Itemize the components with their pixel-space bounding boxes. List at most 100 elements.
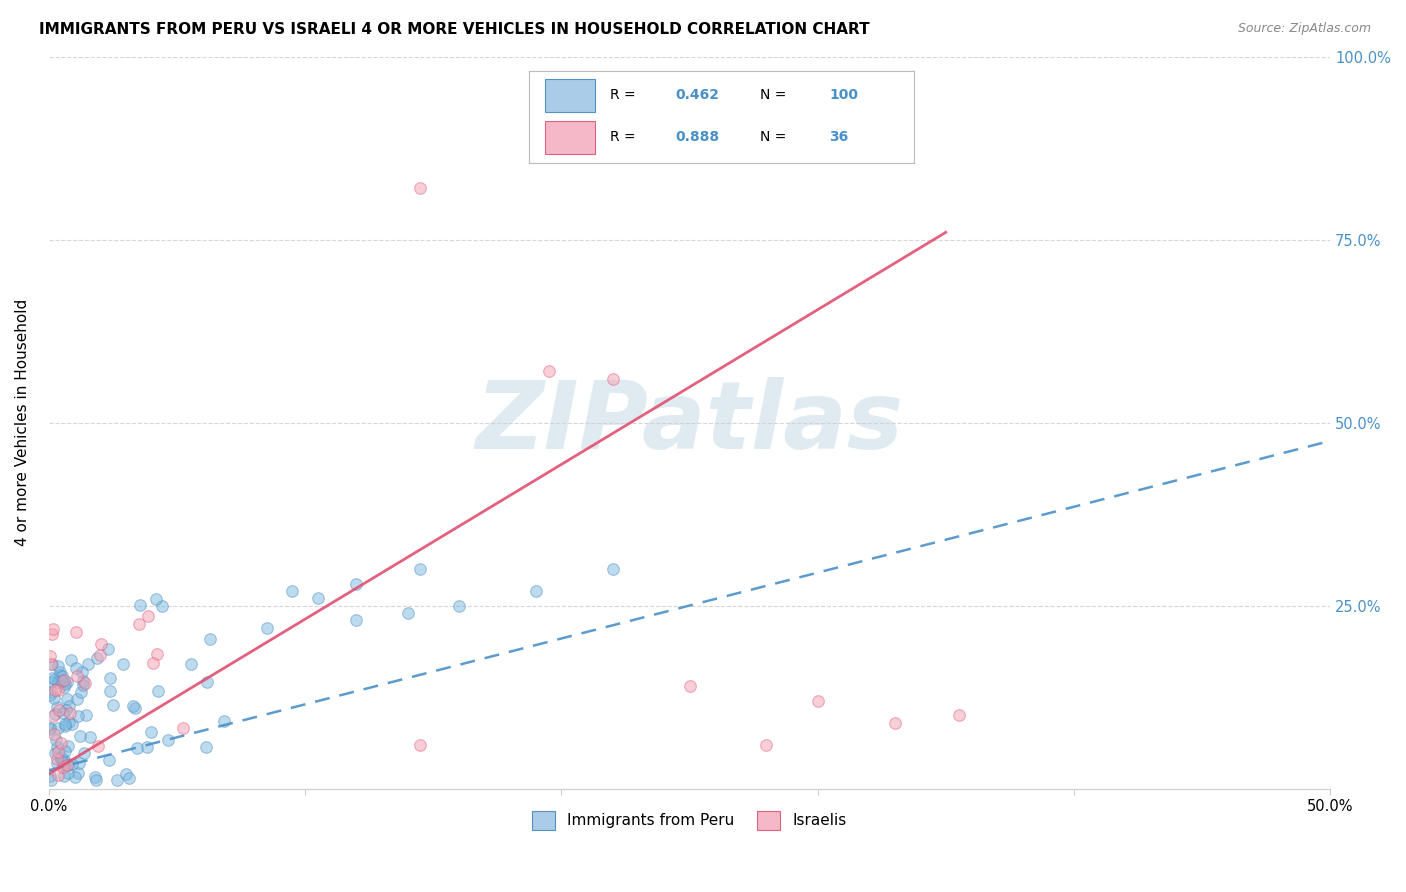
Point bbox=[396, 606, 419, 620]
Text: Source: ZipAtlas.com: Source: ZipAtlas.com bbox=[1237, 22, 1371, 36]
Point bbox=[42, 691, 65, 706]
Text: IMMIGRANTS FROM PERU VS ISRAELI 4 OR MORE VEHICLES IN HOUSEHOLD CORRELATION CHAR: IMMIGRANTS FROM PERU VS ISRAELI 4 OR MOR… bbox=[39, 22, 870, 37]
Point bbox=[45, 733, 67, 747]
Point bbox=[51, 669, 73, 683]
Point bbox=[58, 698, 80, 713]
Point bbox=[67, 756, 90, 770]
Point bbox=[124, 700, 146, 714]
Point bbox=[53, 680, 76, 694]
Y-axis label: 4 or more Vehicles in Household: 4 or more Vehicles in Household bbox=[15, 299, 30, 546]
Point bbox=[90, 636, 112, 650]
Point bbox=[145, 591, 167, 606]
Point bbox=[39, 685, 62, 699]
Point bbox=[114, 767, 136, 781]
Point bbox=[307, 591, 329, 606]
Point bbox=[49, 753, 72, 767]
Point bbox=[117, 772, 139, 786]
Point bbox=[101, 698, 124, 713]
Point bbox=[44, 747, 66, 761]
Point bbox=[53, 744, 76, 758]
Point bbox=[42, 622, 65, 636]
Point bbox=[46, 745, 69, 759]
Point bbox=[136, 609, 159, 624]
Point bbox=[44, 672, 66, 686]
Point bbox=[49, 673, 72, 687]
Point bbox=[59, 653, 82, 667]
Point bbox=[46, 683, 69, 698]
Point bbox=[69, 729, 91, 743]
Point bbox=[409, 181, 432, 195]
Point bbox=[198, 632, 221, 646]
Point bbox=[883, 715, 905, 730]
Point bbox=[39, 721, 62, 735]
Point bbox=[256, 620, 278, 634]
Point bbox=[75, 708, 97, 723]
Point bbox=[755, 738, 778, 752]
Point bbox=[66, 692, 89, 706]
Point bbox=[55, 692, 77, 706]
Point bbox=[195, 674, 218, 689]
Point bbox=[344, 613, 367, 627]
Point bbox=[70, 684, 93, 698]
Legend: Immigrants from Peru, Israelis: Immigrants from Peru, Israelis bbox=[526, 805, 853, 836]
Point bbox=[66, 765, 89, 780]
Point bbox=[524, 583, 547, 598]
Point bbox=[44, 682, 66, 697]
Point bbox=[51, 673, 73, 688]
Point bbox=[46, 721, 69, 735]
Point bbox=[156, 733, 179, 747]
Point bbox=[53, 757, 76, 772]
Point bbox=[602, 372, 624, 386]
Point bbox=[70, 665, 93, 680]
Point bbox=[44, 706, 66, 721]
Point bbox=[89, 648, 111, 663]
Point bbox=[42, 709, 65, 723]
Point bbox=[195, 739, 218, 754]
Point bbox=[56, 739, 79, 754]
Point bbox=[55, 703, 77, 717]
Point bbox=[146, 647, 169, 661]
Point bbox=[55, 677, 77, 691]
Point bbox=[409, 562, 432, 576]
Point bbox=[537, 364, 560, 378]
Point bbox=[41, 627, 63, 641]
Point bbox=[135, 739, 157, 754]
Point bbox=[112, 657, 135, 672]
Point bbox=[86, 650, 108, 665]
Point bbox=[48, 768, 70, 782]
Point bbox=[45, 756, 67, 770]
Point bbox=[66, 669, 89, 683]
Point bbox=[150, 599, 173, 614]
Point bbox=[72, 673, 94, 688]
Point bbox=[73, 676, 96, 690]
Point bbox=[52, 754, 75, 768]
Point bbox=[105, 773, 128, 788]
Point bbox=[53, 673, 76, 688]
Point bbox=[52, 706, 75, 720]
Point bbox=[948, 708, 970, 723]
Point bbox=[53, 719, 76, 733]
Point bbox=[60, 716, 83, 731]
Point bbox=[67, 709, 90, 723]
Point bbox=[129, 598, 152, 612]
Point bbox=[409, 738, 432, 752]
Point bbox=[39, 773, 62, 788]
Point bbox=[127, 740, 149, 755]
Point bbox=[46, 699, 69, 714]
Point bbox=[48, 675, 70, 690]
Point bbox=[63, 770, 86, 784]
Point bbox=[56, 758, 79, 772]
Point bbox=[41, 657, 63, 671]
Point bbox=[139, 724, 162, 739]
Point bbox=[53, 717, 76, 731]
Point bbox=[79, 730, 101, 744]
Point bbox=[55, 675, 77, 690]
Point bbox=[39, 688, 62, 702]
Point bbox=[39, 648, 62, 663]
Point bbox=[44, 727, 66, 741]
Point bbox=[39, 657, 62, 672]
Point bbox=[56, 766, 79, 780]
Point bbox=[45, 751, 67, 765]
Point bbox=[72, 678, 94, 692]
Point bbox=[180, 657, 202, 672]
